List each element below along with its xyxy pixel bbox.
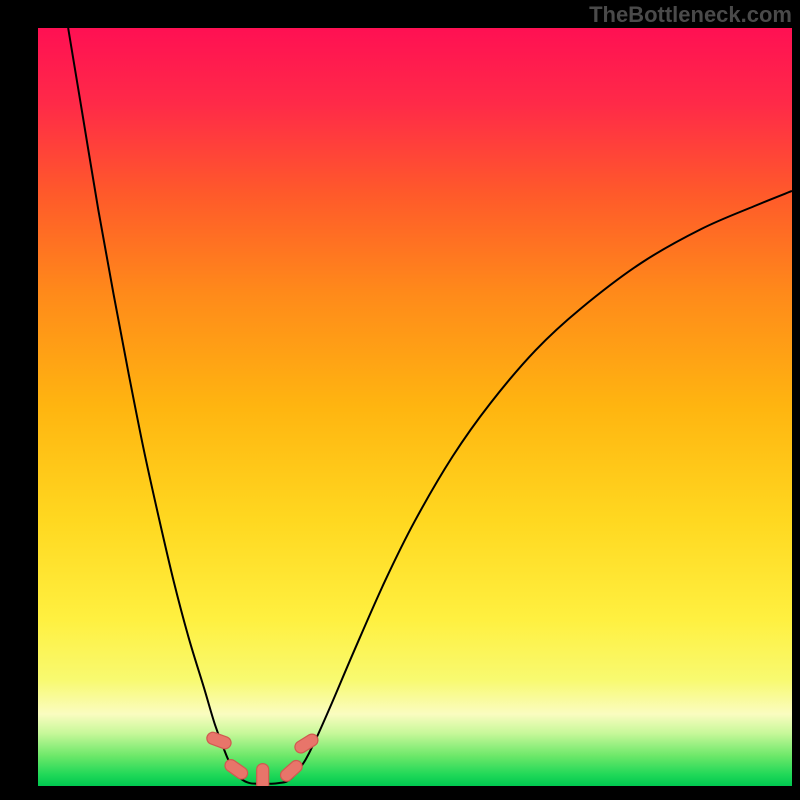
watermark-text: TheBottleneck.com [589,2,792,28]
gradient-background [38,28,792,786]
plot-area [38,28,792,786]
chart-container: { "watermark": { "text": "TheBottleneck.… [0,0,800,800]
chart-svg [38,28,792,786]
curve-marker [257,764,269,786]
